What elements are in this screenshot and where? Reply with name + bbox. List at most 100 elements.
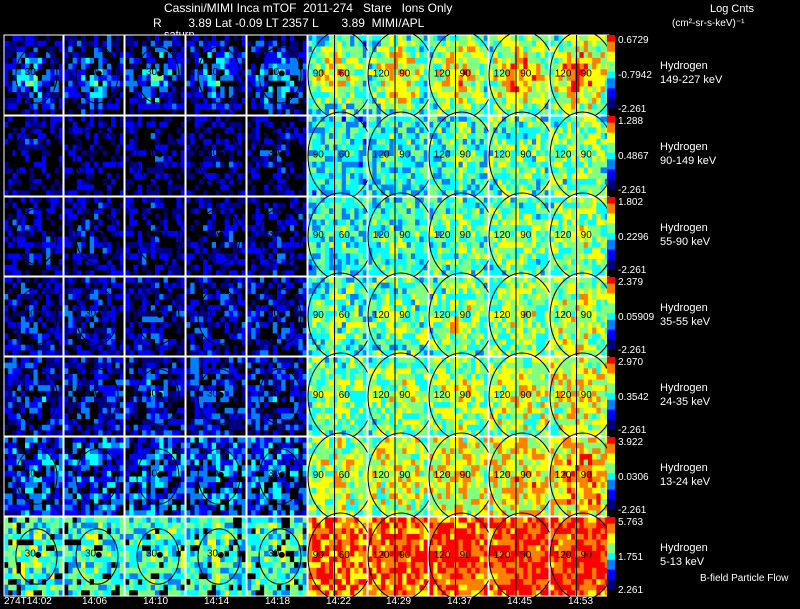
cell-label: 30	[25, 389, 37, 400]
cell-label: 120	[494, 69, 511, 80]
cell-label: 90	[313, 230, 325, 241]
cell-label: 120	[373, 550, 390, 561]
colorbar-min-label: -2.261	[618, 506, 646, 516]
footer-note: B-field Particle Flow	[700, 573, 788, 584]
cell-label: 120	[373, 150, 390, 161]
image-cell-5-7: 120 90	[429, 433, 494, 520]
colorbar-min-label: 2.261	[618, 586, 643, 596]
cell-label: 30	[25, 549, 37, 560]
cell-label: 120	[434, 390, 451, 401]
time-tick-label: 14:37	[447, 596, 472, 607]
image-cell-1-7: 120 90	[429, 112, 494, 200]
cell-label: 30	[268, 549, 280, 560]
image-cell-5-1: 30	[64, 437, 125, 517]
row-species-label: Hydrogen	[660, 221, 708, 235]
image-cell-4-1: 30	[64, 357, 125, 437]
image-cell-5-3: 30	[186, 437, 247, 517]
time-tick-label: 14:22	[326, 596, 351, 607]
image-cell-3-7: 120 90	[429, 273, 494, 360]
colorbar-5	[607, 437, 615, 517]
cell-label: 120	[494, 470, 511, 481]
cell-label: 90	[520, 470, 532, 481]
cell-label: 120	[434, 150, 451, 161]
cell-label: 90	[581, 69, 593, 80]
cell-label: 90	[581, 230, 593, 241]
colorbar-min-label: -2.261	[618, 186, 646, 196]
cell-label: 30	[146, 469, 158, 480]
image-cell-1-5: 90 60	[308, 112, 373, 200]
image-cell-0-5: 90 60	[308, 31, 373, 119]
image-cell-5-8: 120 90	[489, 433, 555, 520]
cell-label: 30	[268, 309, 280, 320]
image-cell-2-9: 120 90	[550, 193, 615, 280]
image-cell-5-0: 30	[4, 437, 64, 517]
cell-label: 90	[399, 390, 411, 401]
row-species-label: Hydrogen	[660, 301, 708, 315]
cell-label: 90	[581, 150, 593, 161]
colorbar-mid-label: 0.3542	[618, 393, 649, 403]
cell-label: 120	[434, 470, 451, 481]
image-cell-3-4: 30	[247, 277, 308, 357]
row-energy-label: 149-227 keV	[660, 73, 722, 87]
cell-label: 30	[25, 148, 37, 159]
colorbar-4	[607, 357, 615, 437]
colorbar-mid-label: 0.4867	[618, 152, 649, 162]
image-cell-1-8: 120 90	[489, 112, 555, 200]
cell-label: 120	[494, 230, 511, 241]
time-tick-label: 14:18	[265, 596, 290, 607]
cell-label: 60	[339, 550, 351, 561]
cell-label: 30	[146, 229, 158, 240]
time-tick-label: 14:06	[82, 596, 107, 607]
colorbar-min-label: -2.261	[618, 426, 646, 436]
cell-label: 120	[434, 69, 451, 80]
time-tick-label: 14:45	[507, 596, 532, 607]
cell-label: 30	[268, 469, 280, 480]
image-cell-6-6: 120 90	[368, 513, 434, 600]
image-cell-6-5: 90 60	[308, 513, 373, 600]
cell-label: 90	[460, 230, 472, 241]
image-cell-2-8: 120 90	[489, 193, 555, 280]
cell-label: 120	[373, 230, 390, 241]
image-cell-1-0: 30	[4, 116, 64, 197]
cell-label: 30	[85, 229, 97, 240]
image-cell-1-1: 30	[64, 116, 125, 197]
cell-label: 30	[268, 148, 280, 159]
cell-label: 120	[373, 390, 390, 401]
cell-label: 90	[520, 310, 532, 321]
colorbar-1	[607, 116, 615, 197]
cell-label: 90	[520, 390, 532, 401]
row-energy-label: 24-35 keV	[660, 395, 710, 409]
colorbar-min-label: -2.261	[618, 346, 646, 356]
image-cell-1-9: 120 90	[550, 112, 615, 200]
row-energy-label: 55-90 keV	[660, 235, 710, 249]
cell-label: 90	[313, 69, 325, 80]
image-cell-1-3: 30	[186, 116, 247, 197]
image-cell-4-3: 30	[186, 357, 247, 437]
image-cell-0-6: 120 90	[368, 31, 434, 119]
cell-label: 120	[434, 550, 451, 561]
image-cell-6-3: 30	[186, 517, 247, 597]
colorbar-mid-label: 1.751	[618, 553, 643, 563]
image-cell-4-0: 30	[4, 357, 64, 437]
cell-label: 90	[399, 550, 411, 561]
cell-label: 30	[85, 389, 97, 400]
image-cell-0-3: 30	[186, 35, 247, 116]
cell-label: 90	[581, 470, 593, 481]
cell-label: 60	[339, 310, 351, 321]
colorbar-max-label: 1.288	[618, 117, 643, 127]
row-species-label: Hydrogen	[660, 381, 708, 395]
cell-label: 30	[268, 389, 280, 400]
colorbar-0	[607, 35, 615, 116]
time-tick-label: 14:29	[386, 596, 411, 607]
image-cell-3-8: 120 90	[489, 273, 555, 360]
cell-label: 90	[313, 390, 325, 401]
colorbar-mid-label: 0.0306	[618, 473, 649, 483]
cell-label: 30	[207, 309, 219, 320]
cell-label: 90	[313, 310, 325, 321]
cell-label: 30	[268, 229, 280, 240]
row-energy-label: 13-24 keV	[660, 475, 710, 489]
cell-label: 30	[146, 309, 158, 320]
cell-label: 90	[460, 390, 472, 401]
image-cell-5-6: 120 90	[368, 433, 434, 520]
time-tick-label: 14:53	[568, 596, 593, 607]
